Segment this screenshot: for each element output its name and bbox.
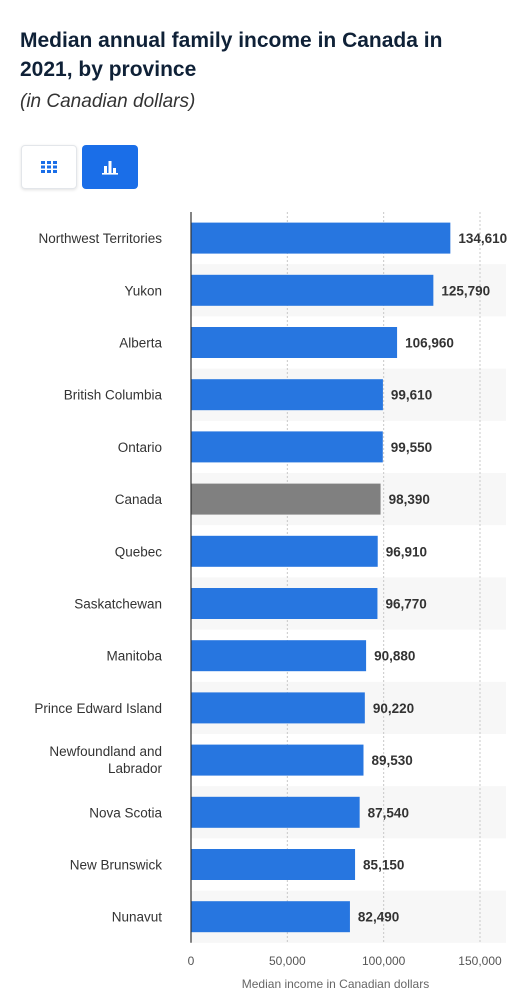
x-tick-label: 100,000 <box>362 954 406 968</box>
grid-icon <box>41 161 57 173</box>
bar <box>191 588 378 619</box>
category-label: New Brunswick <box>70 858 163 873</box>
value-label: 90,220 <box>373 701 414 716</box>
bar <box>191 379 383 411</box>
bar <box>191 431 383 463</box>
category-label: Prince Edward Island <box>34 701 162 716</box>
bar <box>191 274 434 306</box>
value-label: 99,610 <box>391 388 432 403</box>
category-label: British Columbia <box>64 388 163 403</box>
value-label: 87,540 <box>368 805 409 820</box>
category-label: Manitoba <box>106 649 162 664</box>
category-label: Northwest Territories <box>38 231 162 246</box>
bar <box>191 483 381 515</box>
table-view-button[interactable] <box>21 145 77 189</box>
bar-chart-icon <box>102 161 118 175</box>
bar <box>191 849 356 880</box>
category-label: Canada <box>115 492 163 507</box>
category-label: Yukon <box>124 283 162 298</box>
x-axis-title: Median income in Canadian dollars <box>242 977 429 991</box>
value-label: 89,530 <box>371 753 412 768</box>
value-label: 96,770 <box>385 597 426 612</box>
category-label: Quebec <box>115 544 163 559</box>
category-label: Ontario <box>118 440 162 455</box>
bar <box>191 222 451 254</box>
x-tick-label: 0 <box>188 954 195 968</box>
chart-view-button[interactable] <box>82 145 138 189</box>
x-tick-label: 150,000 <box>458 954 502 968</box>
bar <box>191 327 398 358</box>
bar <box>191 640 367 672</box>
value-label: 134,610 <box>458 231 507 246</box>
value-label: 82,490 <box>358 910 399 925</box>
value-label: 106,960 <box>405 336 454 351</box>
category-label: Nova Scotia <box>89 805 162 820</box>
x-tick-label: 50,000 <box>269 954 306 968</box>
category-label: Saskatchewan <box>74 597 162 612</box>
bar <box>191 901 350 933</box>
bar <box>191 744 364 776</box>
category-label: Alberta <box>119 336 162 351</box>
bar <box>191 692 365 724</box>
value-label: 85,150 <box>363 858 404 873</box>
value-label: 125,790 <box>441 283 490 298</box>
chart-title: Median annual family income in Canada in… <box>20 29 443 81</box>
category-label: Newfoundland and Labrador <box>49 744 162 776</box>
value-label: 96,910 <box>386 544 427 559</box>
value-label: 90,880 <box>374 649 415 664</box>
category-label: Nunavut <box>112 910 163 925</box>
value-label: 99,550 <box>391 440 432 455</box>
value-label: 98,390 <box>389 492 430 507</box>
chart-subtitle: (in Canadian dollars) <box>20 91 196 112</box>
bar <box>191 796 360 828</box>
bar <box>191 535 378 567</box>
